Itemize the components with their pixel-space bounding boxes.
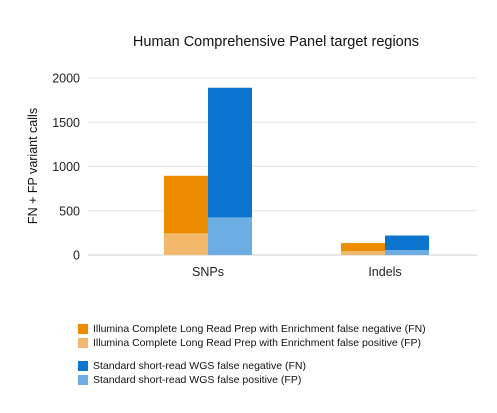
stacked-bar-chart: Human Comprehensive Panel target regions… — [26, 34, 477, 279]
legend-label-standard-fn: Standard short-read WGS false negative (… — [93, 360, 307, 372]
bar-segment — [385, 235, 429, 251]
x-tick-label: Indels — [368, 265, 401, 279]
y-tick-label: 1500 — [52, 116, 80, 130]
legend-item-standard-fn: Standard short-read WGS false negative (… — [78, 359, 426, 373]
legend-swatch-illumina-fp — [78, 338, 88, 348]
bar-segment — [341, 251, 385, 255]
bar-segment — [385, 250, 429, 255]
bar-segment — [341, 243, 385, 252]
y-axis-label: FN + FP variant calls — [26, 108, 40, 224]
y-tick-label: 0 — [73, 249, 80, 263]
bar-segment — [164, 175, 208, 234]
legend-swatch-standard-fp — [78, 375, 88, 385]
legend-item-illumina-fp: Illumina Complete Long Read Prep with En… — [78, 336, 426, 350]
chart-title: Human Comprehensive Panel target regions — [133, 34, 419, 50]
bar-segment — [164, 233, 208, 255]
legend-label-illumina-fp: Illumina Complete Long Read Prep with En… — [93, 337, 421, 349]
bar-segment — [208, 87, 252, 218]
y-tick-label: 500 — [59, 204, 80, 218]
legend-swatch-standard-fn — [78, 361, 88, 371]
legend-item-standard-fp: Standard short-read WGS false positive (… — [78, 373, 426, 387]
legend-label-illumina-fn: Illumina Complete Long Read Prep with En… — [93, 323, 426, 335]
bar-segment — [208, 217, 252, 255]
x-tick-label: SNPs — [192, 265, 224, 279]
legend-swatch-illumina-fn — [78, 324, 88, 334]
legend: Illumina Complete Long Read Prep with En… — [78, 322, 426, 387]
legend-label-standard-fp: Standard short-read WGS false positive (… — [93, 374, 302, 386]
y-tick-label: 2000 — [52, 72, 80, 86]
y-tick-label: 1000 — [52, 160, 80, 174]
legend-item-illumina-fn: Illumina Complete Long Read Prep with En… — [78, 322, 426, 336]
